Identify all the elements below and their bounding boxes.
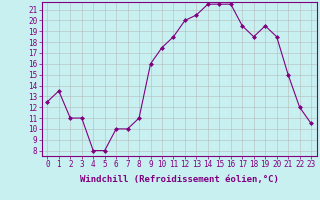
X-axis label: Windchill (Refroidissement éolien,°C): Windchill (Refroidissement éolien,°C) xyxy=(80,175,279,184)
